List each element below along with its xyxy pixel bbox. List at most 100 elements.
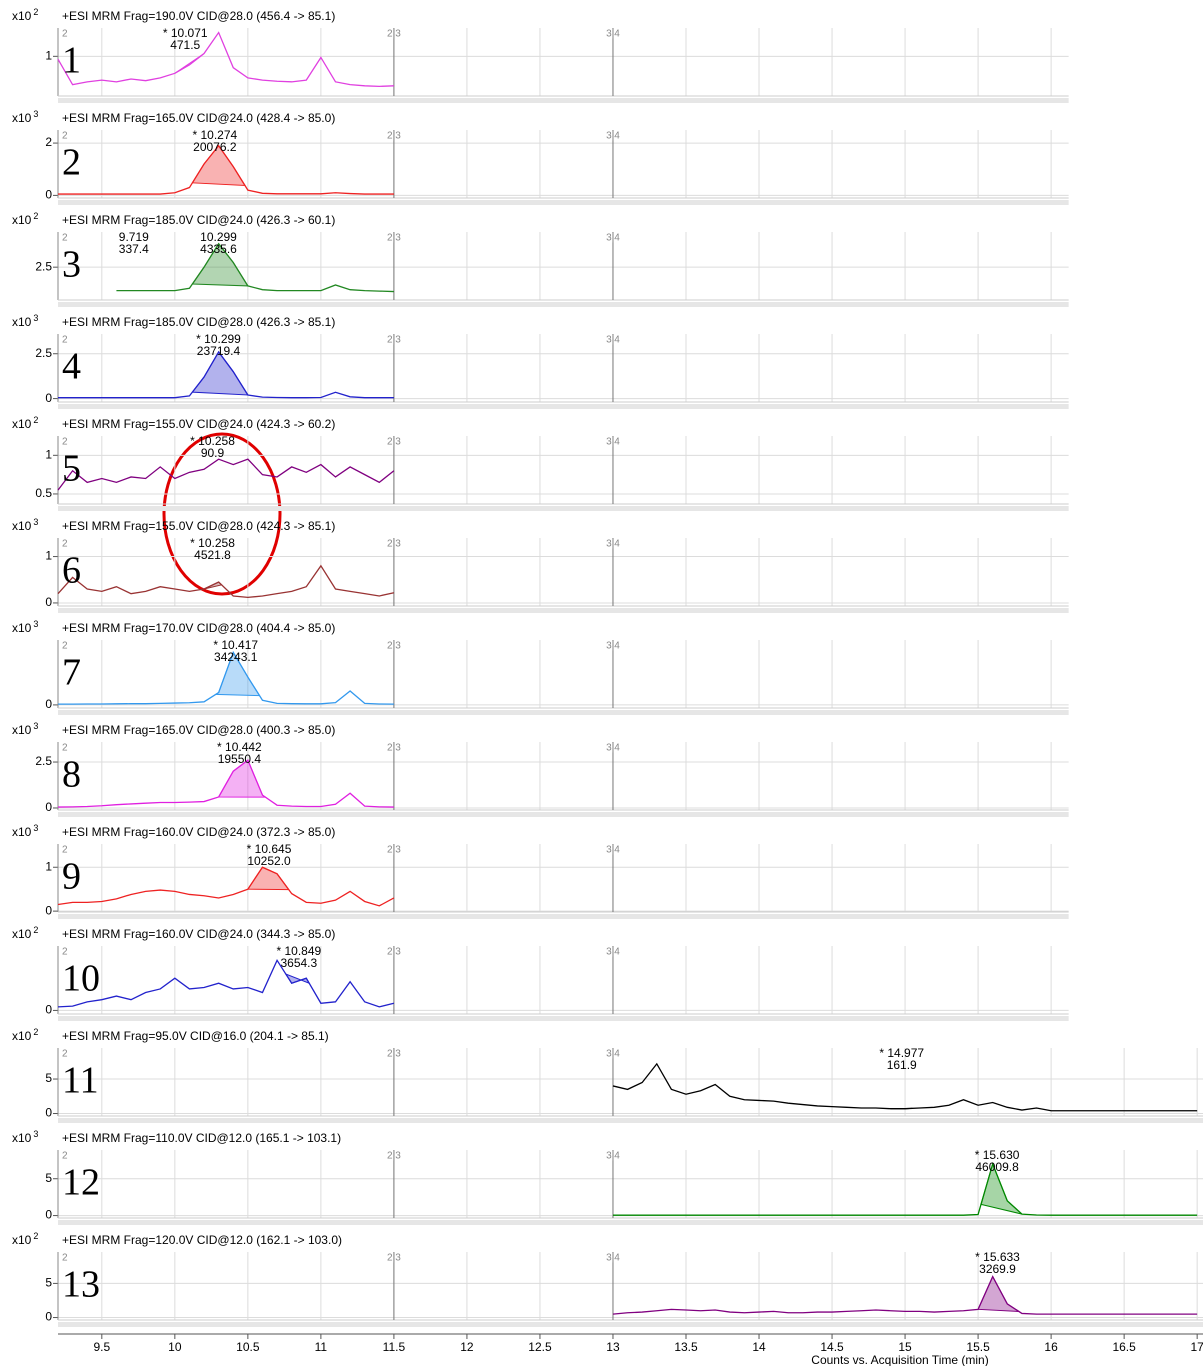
scale-label: x10 3 (12, 517, 38, 533)
trace (612, 1062, 1198, 1112)
peak-rt-label: * 10.258 (190, 434, 235, 448)
panel-title: +ESI MRM Frag=165.0V CID@28.0 (400.3 -> … (62, 723, 335, 737)
peak-rt-label: * 10.417 (213, 638, 258, 652)
scale-base: x10 (12, 825, 32, 839)
panel-number: 6 (62, 550, 81, 592)
trace (612, 1161, 1198, 1216)
x-tick-label: 9.5 (93, 1340, 110, 1354)
segment-label: 3|4 (606, 233, 620, 244)
trace (57, 458, 395, 491)
scale-exponent: 2 (33, 211, 38, 221)
scale-label: x10 3 (12, 109, 38, 125)
y-tick-label: 0 (45, 1208, 52, 1222)
scale-label: x10 3 (12, 823, 38, 839)
panel-separator (58, 200, 1069, 205)
panel-separator (58, 98, 1069, 103)
trace (116, 242, 394, 293)
panel-number: 1 (62, 40, 81, 82)
peak-rt-label: * 14.977 (879, 1046, 924, 1060)
segment-label: 2 (62, 437, 68, 448)
y-tick-label: 2 (45, 135, 52, 149)
scale-exponent: 2 (33, 1231, 38, 1241)
y-tick-label: 1 (45, 447, 52, 461)
segment-label: 2|3 (387, 131, 401, 142)
panel-number: 5 (62, 448, 81, 490)
segment-label: 2|3 (387, 947, 401, 958)
panel-title: +ESI MRM Frag=160.0V CID@24.0 (344.3 -> … (62, 927, 335, 941)
peak-rt-label: * 15.630 (975, 1148, 1020, 1162)
panel-number: 11 (62, 1060, 99, 1102)
scale-exponent: 2 (33, 1027, 38, 1037)
panel-title: +ESI MRM Frag=120.0V CID@12.0 (162.1 -> … (62, 1233, 342, 1247)
y-tick-label: 2.5 (35, 346, 52, 360)
peak-area-label: 3654.3 (280, 956, 317, 970)
scale-exponent: 2 (33, 415, 38, 425)
scale-base: x10 (12, 927, 32, 941)
segment-label: 3|4 (606, 1049, 620, 1060)
panel-separator (58, 302, 1069, 307)
trace (58, 650, 394, 705)
x-tick-label: 16.5 (1112, 1340, 1136, 1354)
segment-label: 3|4 (606, 1151, 620, 1162)
panel-number: 13 (62, 1264, 100, 1306)
segment-label: 2 (62, 641, 68, 652)
x-tick-label: 12.5 (528, 1340, 552, 1354)
peak-rt-label: * 10.849 (276, 944, 321, 958)
scale-label: x10 3 (12, 721, 38, 737)
segment-label: 2|3 (387, 1151, 401, 1162)
segment-label: 2 (62, 845, 68, 856)
panel-separator (58, 1220, 1203, 1225)
panel-number: 12 (62, 1162, 100, 1204)
scale-exponent: 3 (33, 313, 38, 323)
panel-title: +ESI MRM Frag=185.0V CID@24.0 (426.3 -> … (62, 213, 335, 227)
scale-label: x10 2 (12, 211, 38, 227)
y-tick-label: 0 (45, 800, 52, 814)
peak-area-label: 3269.9 (979, 1262, 1016, 1276)
panel-title: +ESI MRM Frag=95.0V CID@16.0 (204.1 -> 8… (62, 1029, 329, 1043)
segment-label: 3|4 (606, 437, 620, 448)
peak-rt-label: * 10.442 (217, 740, 262, 754)
peak-area-label: 4335.6 (200, 242, 237, 256)
scale-exponent: 3 (33, 619, 38, 629)
panel-title: +ESI MRM Frag=170.0V CID@28.0 (404.4 -> … (62, 621, 335, 635)
panel-title: +ESI MRM Frag=110.0V CID@12.0 (165.1 -> … (62, 1131, 341, 1145)
y-tick-label: 0 (45, 1003, 52, 1017)
y-tick-label: 0 (45, 1106, 52, 1120)
segment-label: 2 (62, 335, 68, 346)
y-tick-label: 0 (45, 391, 52, 405)
peak-rt-label: * 10.258 (190, 536, 235, 550)
x-tick-label: 16 (1044, 1340, 1058, 1354)
scale-label: x10 2 (12, 1231, 38, 1247)
scale-label: x10 3 (12, 619, 38, 635)
panel-number: 7 (62, 652, 81, 694)
segment-label: 2 (62, 947, 68, 958)
segment-label: 2 (62, 1049, 68, 1060)
panel-title: +ESI MRM Frag=155.0V CID@24.0 (424.3 -> … (62, 417, 335, 431)
segment-label: 3|4 (606, 743, 620, 754)
segment-label: 2|3 (387, 335, 401, 346)
peak-area-label: 20076.2 (193, 140, 237, 154)
segment-label: 2|3 (387, 233, 401, 244)
trace (57, 759, 394, 808)
peak-rt-label: * 10.645 (247, 842, 292, 856)
x-tick-label: 12 (460, 1340, 474, 1354)
panel-title: +ESI MRM Frag=165.0V CID@24.0 (428.4 -> … (62, 111, 335, 125)
scale-label: x10 3 (12, 313, 38, 329)
panel-separator (58, 404, 1069, 409)
scale-base: x10 (12, 621, 32, 635)
segment-label: 2|3 (387, 437, 401, 448)
segment-label: 2|3 (387, 743, 401, 754)
y-tick-label: 5 (45, 1171, 52, 1185)
y-tick-label: 1 (45, 859, 52, 873)
scale-base: x10 (12, 1029, 32, 1043)
segment-label: 2|3 (387, 539, 401, 550)
panel-number: 4 (62, 346, 81, 388)
x-tick-label: 17 (1190, 1340, 1203, 1354)
